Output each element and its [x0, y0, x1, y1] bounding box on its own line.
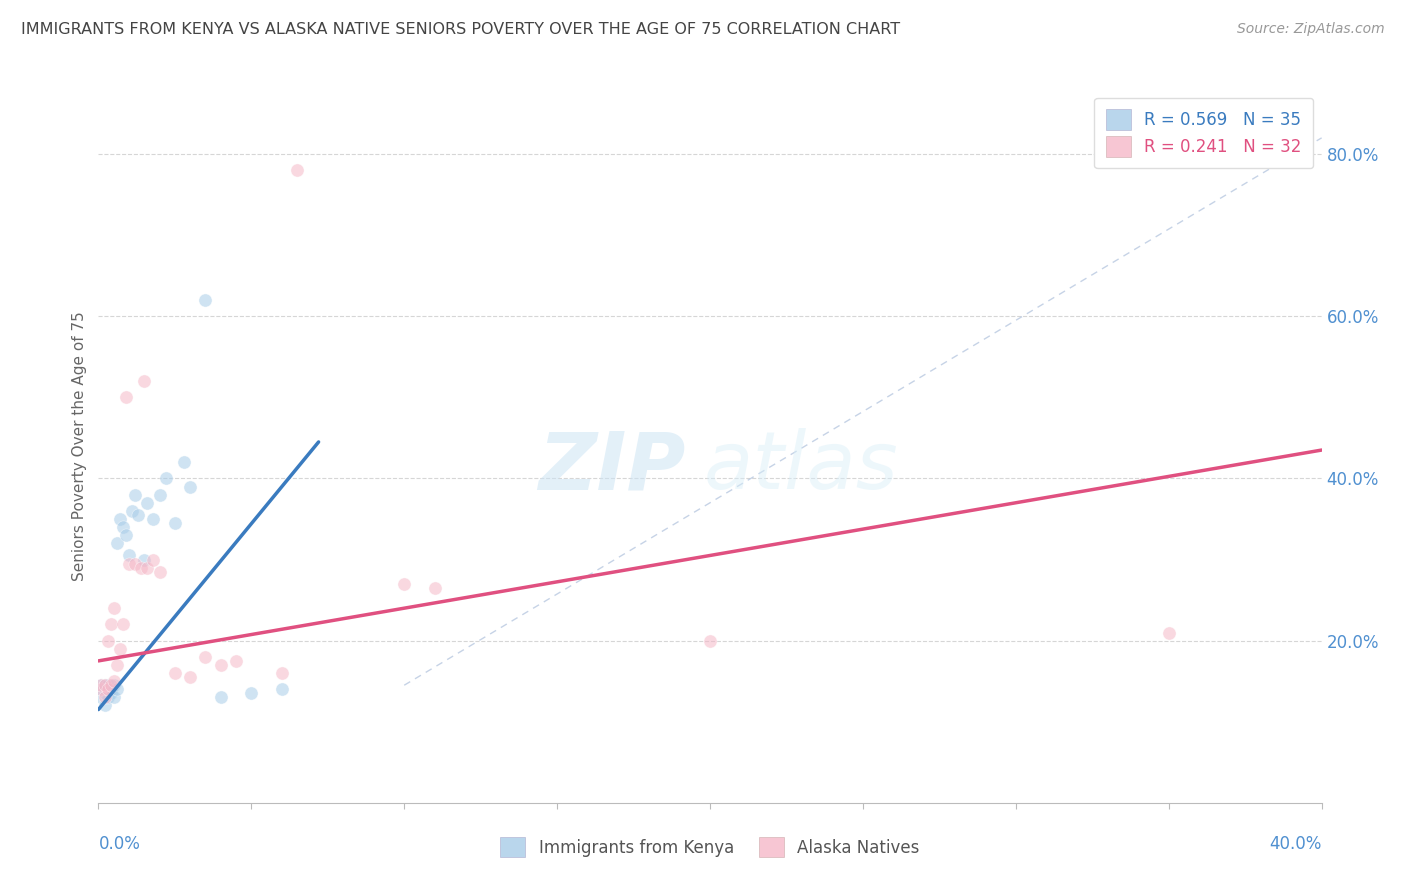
Point — [149, 565, 172, 579]
Point — [124, 488, 146, 502]
Point — [142, 512, 165, 526]
Point — [173, 455, 195, 469]
Point — [93, 690, 115, 705]
Point — [97, 678, 120, 692]
Point — [149, 488, 172, 502]
Point — [225, 654, 247, 668]
Point — [105, 657, 128, 672]
Point — [127, 508, 149, 522]
Point — [103, 690, 125, 705]
Point — [111, 617, 134, 632]
Point — [194, 293, 217, 307]
Point — [270, 666, 292, 681]
Point — [90, 682, 112, 697]
Point — [134, 374, 156, 388]
Y-axis label: Seniors Poverty Over the Age of 75: Seniors Poverty Over the Age of 75 — [72, 311, 87, 581]
Point — [97, 682, 120, 697]
Point — [270, 682, 292, 697]
Point — [129, 560, 152, 574]
Point — [142, 552, 165, 566]
Point — [103, 674, 125, 689]
Point — [93, 678, 115, 692]
Point — [90, 690, 112, 705]
Text: ZIP: ZIP — [538, 428, 686, 507]
Point — [93, 678, 115, 692]
Point — [118, 549, 141, 563]
Point — [111, 520, 134, 534]
Point — [105, 682, 128, 697]
Point — [124, 557, 146, 571]
Point — [179, 670, 201, 684]
Point — [163, 666, 186, 681]
Point — [155, 471, 177, 485]
Text: 40.0%: 40.0% — [1270, 835, 1322, 853]
Text: atlas: atlas — [704, 428, 898, 507]
Point — [392, 577, 416, 591]
Point — [100, 686, 122, 700]
Point — [115, 528, 138, 542]
Point — [194, 649, 217, 664]
Point — [100, 678, 122, 692]
Point — [103, 601, 125, 615]
Point — [93, 686, 115, 700]
Point — [134, 552, 156, 566]
Point — [100, 617, 122, 632]
Point — [179, 479, 201, 493]
Point — [97, 633, 120, 648]
Point — [93, 698, 115, 713]
Point — [108, 641, 131, 656]
Point — [1157, 625, 1180, 640]
Point — [240, 686, 263, 700]
Point — [209, 690, 232, 705]
Point — [699, 633, 721, 648]
Text: IMMIGRANTS FROM KENYA VS ALASKA NATIVE SENIORS POVERTY OVER THE AGE OF 75 CORREL: IMMIGRANTS FROM KENYA VS ALASKA NATIVE S… — [21, 22, 900, 37]
Point — [100, 682, 122, 697]
Point — [115, 390, 138, 404]
Legend: Immigrants from Kenya, Alaska Natives: Immigrants from Kenya, Alaska Natives — [492, 829, 928, 866]
Point — [105, 536, 128, 550]
Point — [93, 682, 115, 697]
Point — [121, 504, 143, 518]
Point — [97, 690, 120, 705]
Text: Source: ZipAtlas.com: Source: ZipAtlas.com — [1237, 22, 1385, 37]
Point — [136, 560, 159, 574]
Point — [108, 512, 131, 526]
Point — [423, 581, 446, 595]
Point — [97, 682, 120, 697]
Text: 0.0%: 0.0% — [98, 835, 141, 853]
Point — [163, 516, 186, 530]
Point — [118, 557, 141, 571]
Point — [103, 678, 125, 692]
Point — [209, 657, 232, 672]
Point — [90, 678, 112, 692]
Point — [136, 496, 159, 510]
Point — [90, 678, 112, 692]
Point — [90, 682, 112, 697]
Point — [285, 163, 308, 178]
